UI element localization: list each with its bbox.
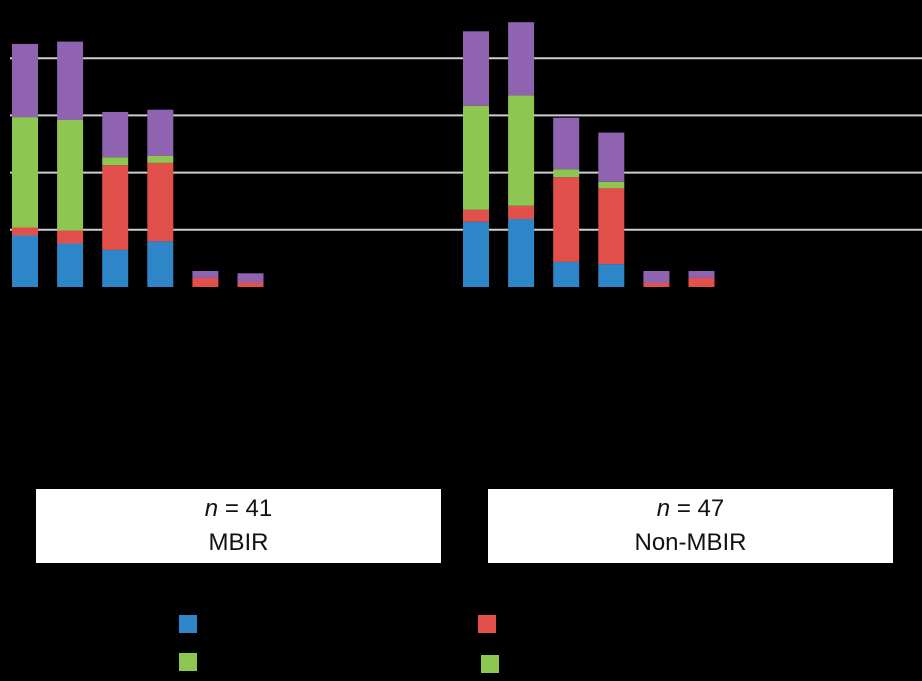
bar-segment-red bbox=[12, 227, 38, 236]
bar-segment-purple bbox=[508, 22, 535, 96]
bar-segment-blue bbox=[553, 261, 580, 287]
group-name-label: Non-MBIR bbox=[634, 529, 747, 556]
legend-swatch-blue bbox=[179, 615, 197, 633]
bar-segment-red bbox=[463, 209, 489, 222]
bar-segment-green bbox=[598, 181, 625, 189]
group-n-label: n = 41 bbox=[205, 492, 272, 526]
group-label-box-mbir: n = 41 MBIR bbox=[36, 489, 441, 563]
bar-segment-purple bbox=[147, 109, 174, 156]
bar-segment-purple bbox=[553, 117, 580, 170]
group-name-label: MBIR bbox=[208, 529, 269, 556]
bar-segment-red bbox=[147, 162, 174, 242]
bar-segment-purple bbox=[12, 43, 38, 118]
legend-swatch-green-2 bbox=[481, 655, 499, 673]
bar-segment-green bbox=[508, 95, 535, 206]
bar-segment-blue bbox=[12, 235, 38, 287]
group-label-box-non-mbir: n = 47 Non-MBIR bbox=[488, 489, 893, 563]
bar-segment-red bbox=[688, 277, 715, 287]
bar-segment-green bbox=[463, 105, 489, 210]
bar-segment-green bbox=[12, 117, 38, 228]
bar-segment-blue bbox=[102, 249, 129, 287]
bar-segment-purple bbox=[237, 273, 264, 283]
bar-segment-red bbox=[237, 282, 264, 287]
n-symbol: n bbox=[204, 495, 219, 522]
bar-segment-red bbox=[57, 230, 84, 244]
bar-segment-purple bbox=[688, 271, 715, 278]
bar-segment-purple bbox=[643, 271, 670, 283]
bar-segment-purple bbox=[598, 132, 625, 182]
bar-segment-blue bbox=[57, 243, 84, 287]
bars bbox=[12, 22, 715, 287]
bar-segment-purple bbox=[57, 41, 84, 120]
legend-swatch-red bbox=[478, 615, 496, 633]
n-value: = 41 bbox=[218, 495, 273, 522]
bar-segment-red bbox=[102, 165, 129, 250]
bar-segment-blue bbox=[598, 264, 625, 287]
bar-segment-purple bbox=[102, 112, 129, 158]
bar-segment-green bbox=[147, 156, 174, 163]
bar-segment-purple bbox=[463, 31, 489, 106]
group-n-label: n = 47 bbox=[657, 492, 724, 526]
n-value: = 47 bbox=[670, 495, 725, 522]
bar-segment-green bbox=[57, 120, 84, 231]
bar-segment-red bbox=[553, 177, 580, 262]
bar-segment-blue bbox=[508, 218, 535, 287]
bar-segment-red bbox=[508, 205, 535, 219]
legend-swatch-green bbox=[179, 653, 197, 671]
bar-segment-red bbox=[643, 283, 670, 287]
bar-segment-blue bbox=[463, 221, 489, 287]
n-symbol: n bbox=[656, 495, 671, 522]
bar-segment-green bbox=[102, 157, 129, 166]
bar-segment-purple bbox=[192, 271, 219, 278]
bar-segment-blue bbox=[147, 241, 174, 287]
bar-segment-red bbox=[598, 188, 625, 265]
bar-segment-green bbox=[553, 169, 580, 178]
bar-segment-red bbox=[192, 277, 219, 287]
